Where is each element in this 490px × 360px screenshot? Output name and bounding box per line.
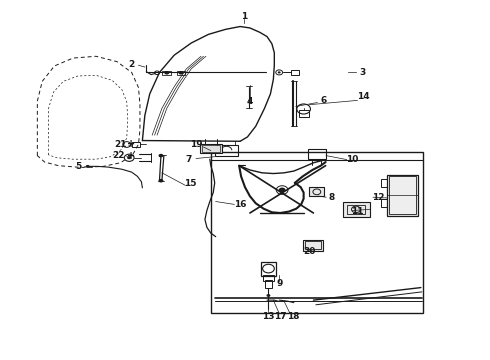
Bar [389,176,416,214]
Text: 15: 15 [184,179,196,188]
Text: 1: 1 [241,12,247,21]
Text: 13: 13 [262,312,275,321]
Text: 3: 3 [359,68,366,77]
Text: 21: 21 [114,140,126,149]
Text: 20: 20 [303,247,316,256]
Circle shape [278,71,281,73]
Text: 4: 4 [246,96,253,105]
Bar [200,144,222,153]
Bar [310,187,324,196]
Text: +: + [127,150,135,161]
Text: 2: 2 [128,60,135,69]
Text: 18: 18 [287,312,299,321]
Circle shape [127,156,131,159]
Bar [261,262,276,276]
Text: 6: 6 [320,96,326,105]
Text: 9: 9 [276,279,282,288]
Text: 16: 16 [234,200,246,209]
Text: 10: 10 [346,155,359,164]
Text: 14: 14 [357,92,369,101]
Circle shape [86,165,90,168]
Text: 7: 7 [186,155,192,164]
Text: 5: 5 [75,162,81,171]
Bar [343,202,369,217]
Bar [132,142,141,147]
Bar [299,111,309,117]
Text: 11: 11 [351,207,364,216]
Bar [162,71,171,75]
Bar [381,179,387,187]
Bar [346,205,365,214]
Bar [387,175,418,216]
Text: 12: 12 [371,193,384,202]
Text: 22: 22 [113,151,125,160]
Bar [303,239,323,251]
Circle shape [164,71,169,75]
Text: 19: 19 [190,140,202,149]
Circle shape [267,294,270,297]
Bar [305,241,321,249]
Bar [215,145,238,156]
Bar [202,145,220,152]
Circle shape [159,154,163,157]
Text: 8: 8 [329,193,335,202]
Text: 17: 17 [274,312,287,321]
Circle shape [279,188,286,193]
Circle shape [178,71,183,75]
Text: +: + [127,139,135,149]
Bar [211,152,423,313]
Bar [265,280,272,288]
Bar [176,71,185,75]
Bar [292,70,299,75]
Bar [381,199,387,207]
Bar [263,275,274,281]
Bar [308,149,326,159]
Circle shape [159,179,163,183]
